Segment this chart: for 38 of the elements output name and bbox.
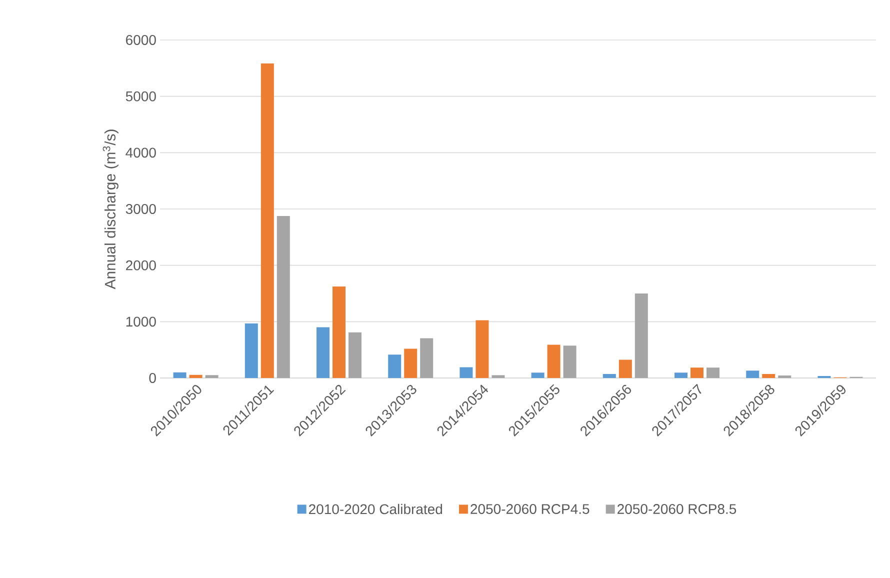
bar [778,375,792,378]
bar [205,375,218,378]
bar [189,374,202,378]
bar [276,216,290,378]
y-tick-label: 2000 [126,260,156,270]
bar [674,372,688,378]
legend-label: 2050-2060 RCP4.5 [470,504,590,514]
y-tick-label: 0 [149,373,156,383]
bar [762,374,776,378]
y-tick-label: 6000 [126,35,156,45]
bar [244,323,258,378]
bar [316,327,330,378]
bar [547,344,560,378]
bar [476,320,489,378]
bar [531,372,544,378]
bar [173,372,186,378]
bar [260,63,274,378]
bar [420,338,434,378]
bar [492,375,505,378]
bar [388,354,402,378]
bar [348,332,362,378]
y-tick-label: 5000 [126,91,156,102]
bar [460,367,473,378]
legend-label: 2010-2020 Calibrated [309,504,442,514]
y-tick-label: 1000 [126,316,156,327]
bar [404,348,418,378]
bar [690,368,704,378]
y-tick-label: 4000 [126,148,156,158]
bar [563,346,576,378]
legend-label: 2050-2060 RCP8.5 [618,504,736,514]
y-tick-label: 3000 [126,204,156,214]
bar [602,374,616,378]
bar [634,294,648,378]
y-axis-title: Annual discharge (m$^{3}$/s) [102,130,118,290]
bar [332,286,346,378]
bar [746,370,760,378]
bar [706,368,720,378]
bar [618,360,632,378]
